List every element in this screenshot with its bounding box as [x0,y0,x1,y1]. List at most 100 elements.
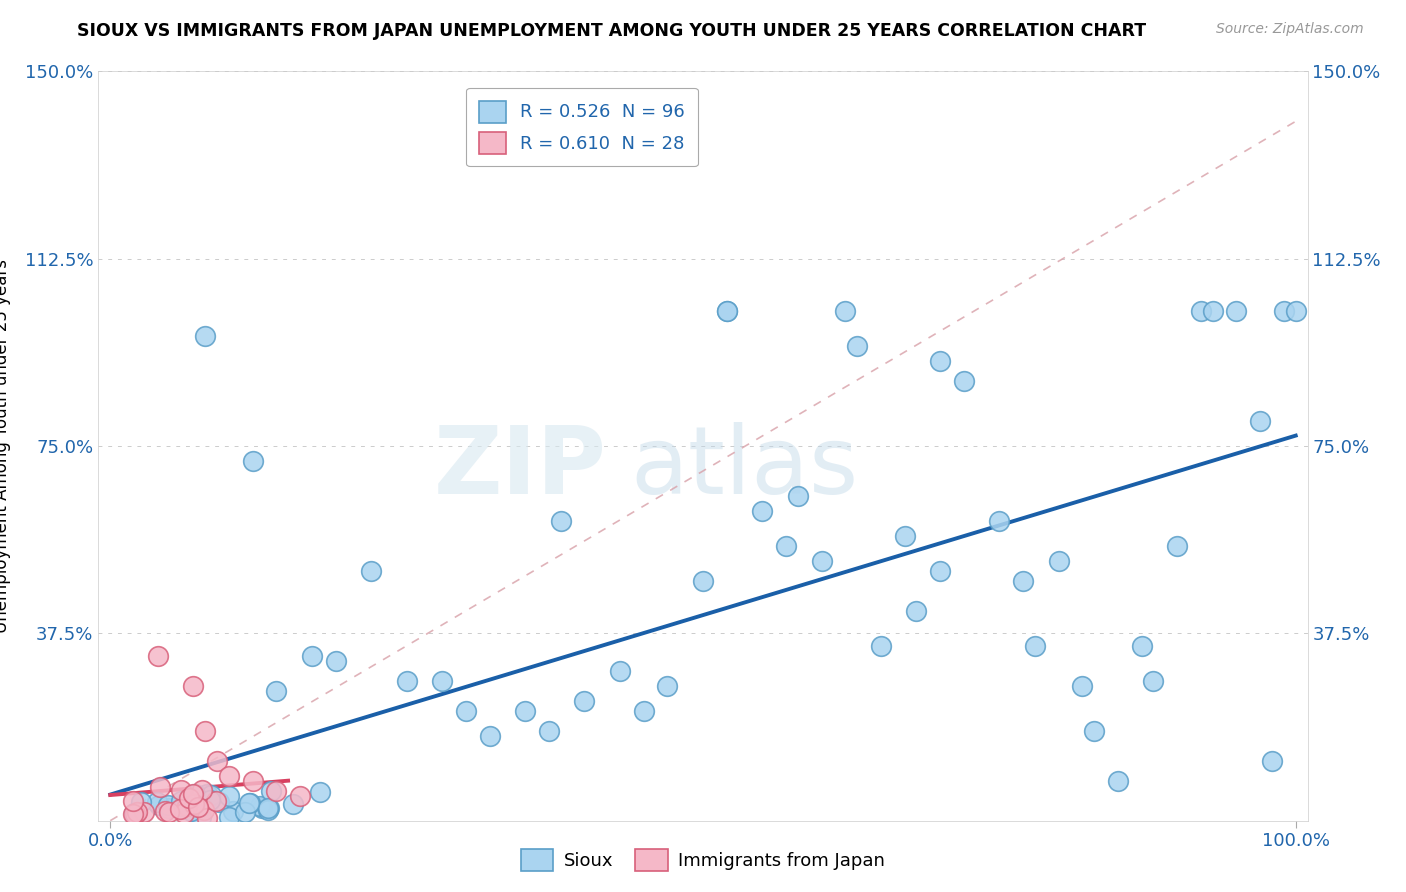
Point [242,773,264,788]
Point [218,789,240,803]
Point [134,805,156,820]
Point [249,798,271,813]
Point [157,798,180,813]
Point [1261,754,1284,768]
Point [264,683,287,698]
Point [751,504,773,518]
Point [1047,554,1070,568]
Point [633,704,655,718]
Point [905,604,928,618]
Point [1166,539,1188,553]
Point [260,784,283,798]
Point [190,810,212,824]
Point [218,810,240,824]
Point [125,805,148,819]
Point [256,801,278,815]
Point [205,793,228,807]
Point [454,704,477,718]
Point [988,514,1011,528]
Point [1189,304,1212,318]
Point [1083,723,1105,738]
Point [929,354,952,368]
Text: Source: ZipAtlas.com: Source: ZipAtlas.com [1216,22,1364,37]
Point [775,539,797,553]
Point [929,564,952,578]
Point [190,783,212,797]
Point [205,754,228,768]
Point [181,788,204,802]
Point [1225,304,1247,318]
Point [146,795,169,809]
Point [1272,304,1295,318]
Point [288,789,311,803]
Point [252,801,274,815]
Point [208,795,231,809]
Point [122,806,145,821]
Point [239,796,262,810]
Point [177,790,200,805]
Point [893,529,915,543]
Point [846,339,869,353]
Point [1024,639,1046,653]
Point [169,802,191,816]
Point [238,796,260,810]
Point [187,799,209,814]
Point [692,574,714,588]
Point [121,794,143,808]
Point [478,729,501,743]
Point [810,554,832,568]
Point [242,454,264,468]
Text: ZIP: ZIP [433,423,606,515]
Point [283,797,305,812]
Point [257,801,280,815]
Point [194,723,217,738]
Point [834,304,856,318]
Point [1285,304,1308,318]
Point [218,769,240,783]
Point [146,648,169,663]
Point [129,795,152,809]
Point [574,694,596,708]
Point [181,679,204,693]
Point [395,673,418,688]
Point [550,514,572,528]
Point [1130,639,1153,653]
Point [184,788,207,802]
Point [1202,304,1225,318]
Point [197,787,219,801]
Point [432,673,454,688]
Point [200,788,222,802]
Point [170,783,193,797]
Point [170,794,193,808]
Point [1012,574,1035,588]
Text: atlas: atlas [630,423,859,515]
Point [157,805,180,819]
Point [176,793,198,807]
Point [657,679,679,693]
Point [257,803,280,817]
Point [301,648,323,663]
Point [360,564,382,578]
Point [256,801,278,815]
Point [515,704,537,718]
Point [1142,673,1164,688]
Point [716,304,738,318]
Point [148,798,170,813]
Point [195,811,218,825]
Point [194,329,217,343]
Point [173,806,195,821]
Point [869,639,891,653]
Point [1107,773,1129,788]
Point [222,805,245,819]
Legend: R = 0.526  N = 96, R = 0.610  N = 28: R = 0.526 N = 96, R = 0.610 N = 28 [467,88,697,166]
Point [198,793,221,807]
Point [952,374,974,388]
Point [1249,414,1271,428]
Y-axis label: Unemployment Among Youth under 25 years: Unemployment Among Youth under 25 years [0,259,11,633]
Point [169,798,191,813]
Point [786,489,808,503]
Point [122,806,145,821]
Legend: Sioux, Immigrants from Japan: Sioux, Immigrants from Japan [513,842,893,879]
Point [233,805,256,819]
Text: SIOUX VS IMMIGRANTS FROM JAPAN UNEMPLOYMENT AMONG YOUTH UNDER 25 YEARS CORRELATI: SIOUX VS IMMIGRANTS FROM JAPAN UNEMPLOYM… [77,22,1146,40]
